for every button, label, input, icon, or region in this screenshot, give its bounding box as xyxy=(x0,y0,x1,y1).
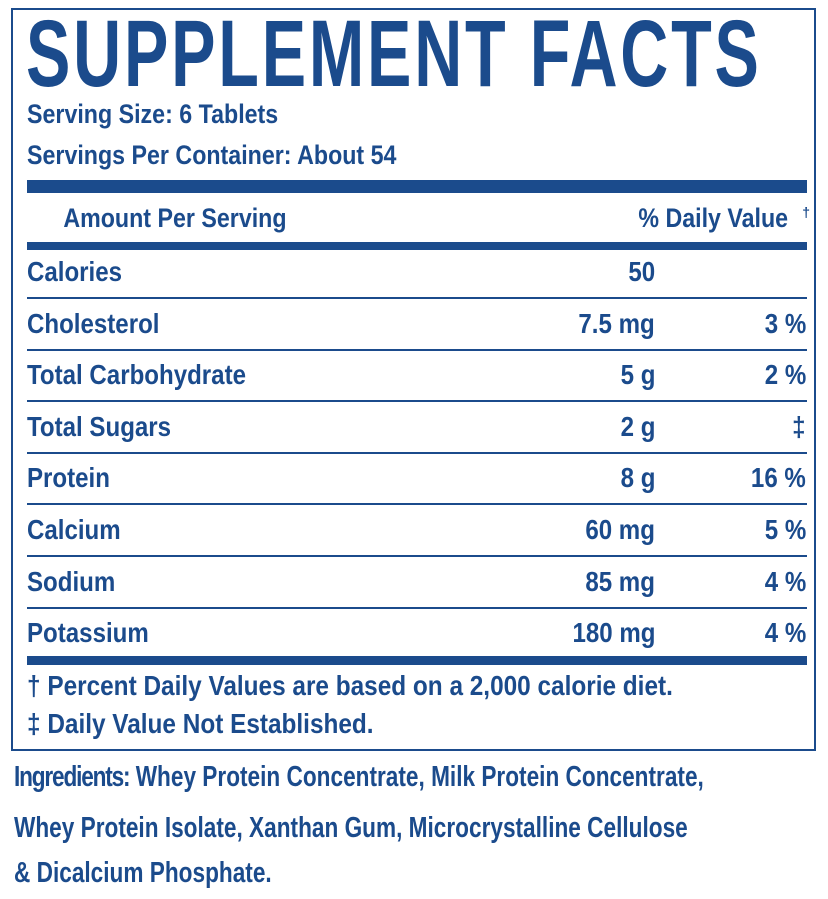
nutrient-daily-value: 2 % xyxy=(764,359,806,391)
nutrient-name: Total Carbohydrate xyxy=(27,359,246,391)
nutrient-name: Total Sugars xyxy=(27,410,172,442)
nutrient-amount: 8 g xyxy=(620,462,655,494)
nutrient-name: Sodium xyxy=(27,565,116,597)
row-divider xyxy=(27,400,807,403)
nutrient-amount: 7.5 mg xyxy=(578,307,655,339)
dagger-mark: † xyxy=(802,204,810,220)
header-divider xyxy=(27,242,807,250)
daily-value-header: % Daily Value xyxy=(638,203,788,233)
nutrient-name: Calcium xyxy=(27,514,121,545)
nutrient-name: Protein xyxy=(27,462,110,494)
nutrient-amount: 2 g xyxy=(620,410,655,442)
ingredients-label: Ingredients: xyxy=(14,761,131,793)
bottom-divider xyxy=(27,656,807,665)
row-divider xyxy=(27,297,807,299)
ingredients-text: Whey Protein Concentrate, Milk Protein C… xyxy=(129,761,704,793)
thick-divider xyxy=(27,180,807,193)
serving-size: Serving Size: 6 Tablets xyxy=(27,99,279,129)
row-divider xyxy=(27,451,807,454)
row-divider xyxy=(27,348,807,351)
footnote-daily-values: † Percent Daily Values are based on a 2,… xyxy=(27,670,673,701)
nutrient-name: Potassium xyxy=(27,617,149,649)
nutrient-daily-value: 4 % xyxy=(764,617,806,649)
nutrient-daily-value: 5 % xyxy=(764,514,806,545)
nutrient-name: Calories xyxy=(27,256,123,287)
nutrient-daily-value: 4 % xyxy=(764,565,806,597)
nutrient-daily-value: ‡ xyxy=(792,410,806,442)
nutrient-amount: 60 mg xyxy=(585,514,655,545)
nutrient-amount: 85 mg xyxy=(585,565,655,597)
panel-title: SUPPLEMENT FACTS xyxy=(26,1,762,107)
row-divider xyxy=(27,606,807,609)
ingredients-line-2: Whey Protein Isolate, Xanthan Gum, Micro… xyxy=(14,812,688,844)
nutrient-amount: 5 g xyxy=(620,359,655,391)
nutrient-amount: 180 mg xyxy=(572,617,655,649)
nutrient-name: Cholesterol xyxy=(27,307,160,339)
footnote-not-established: ‡ Daily Value Not Established. xyxy=(27,708,374,739)
nutrient-amount: 50 xyxy=(628,256,655,287)
nutrient-daily-value: 16 % xyxy=(751,462,806,494)
supplement-facts-panel xyxy=(11,8,816,751)
row-divider xyxy=(27,555,807,557)
nutrient-daily-value: 3 % xyxy=(764,307,806,339)
row-divider xyxy=(27,503,807,506)
ingredients-line-3: & Dicalcium Phosphate. xyxy=(14,857,272,889)
ingredients-line-1: Ingredients: Whey Protein Concentrate, M… xyxy=(14,761,704,793)
amount-per-serving-header: Amount Per Serving xyxy=(63,203,287,233)
servings-per-container: Servings Per Container: About 54 xyxy=(27,140,397,170)
